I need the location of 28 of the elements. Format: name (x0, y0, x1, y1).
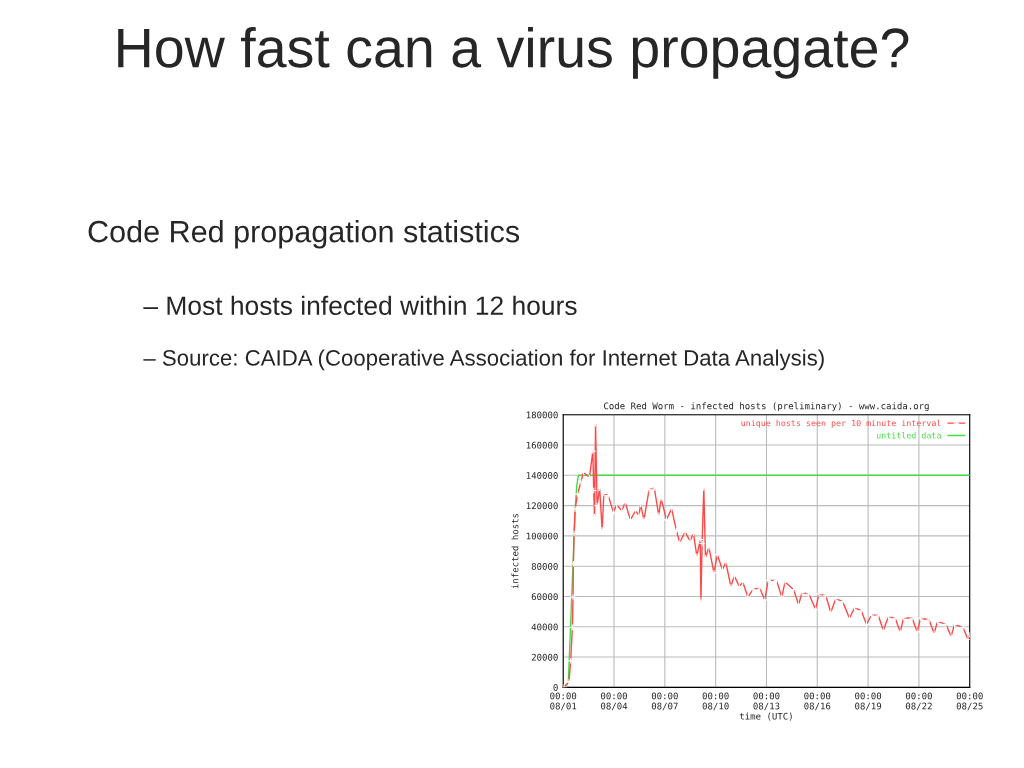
chart-title: How fast can a virus propagate? (118, 26, 909, 79)
y-tick-label: 160000 (526, 441, 558, 449)
x-tick-label: 00:00 08/16 (804, 692, 831, 711)
y-tick-label: 120000 (526, 502, 558, 510)
legend-label: untitled data (876, 432, 941, 439)
y-tick-label: 180000 (526, 411, 558, 419)
text: Code Red Worm - infected hosts (preliminary) - www.caida.org (604, 402, 929, 412)
x-tick-label: 00:00 08/01 (550, 692, 577, 711)
y-tick-label: 140000 (526, 472, 558, 479)
x-axis-title: time (UTC) (739, 712, 792, 721)
y-tick-label: 40000 (531, 623, 558, 631)
y-tick-label: 100000 (526, 532, 558, 540)
y-tick-label: 20000 (531, 653, 558, 661)
x-tick-label: 00:00 08/19 (855, 692, 882, 711)
x-tick-label: 00:00 08/13 (753, 692, 780, 711)
y-axis-title: infected hosts (511, 513, 519, 589)
x-tick-label: 00:00 08/22 (905, 692, 932, 711)
x-tick-label: 00:00 08/10 (702, 692, 729, 711)
legend-label: unique hosts seen per 10 minute interval (741, 419, 941, 428)
text: Code Red propagation statistics (88, 220, 520, 249)
x-tick-label: 00:00 08/07 (651, 692, 678, 711)
y-tick-label: 80000 (531, 562, 558, 570)
text: – Source: CAIDA (Cooperative Association for Internet Data Analysis) (143, 349, 824, 371)
x-tick-label: 00:00 08/04 (601, 692, 628, 711)
x-tick-label: 00:00 08/25 (956, 692, 983, 711)
text: – Most hosts infected within 12 hours (143, 295, 577, 316)
y-tick-label: 60000 (531, 593, 558, 601)
y-tick-label: 0 (553, 684, 558, 691)
